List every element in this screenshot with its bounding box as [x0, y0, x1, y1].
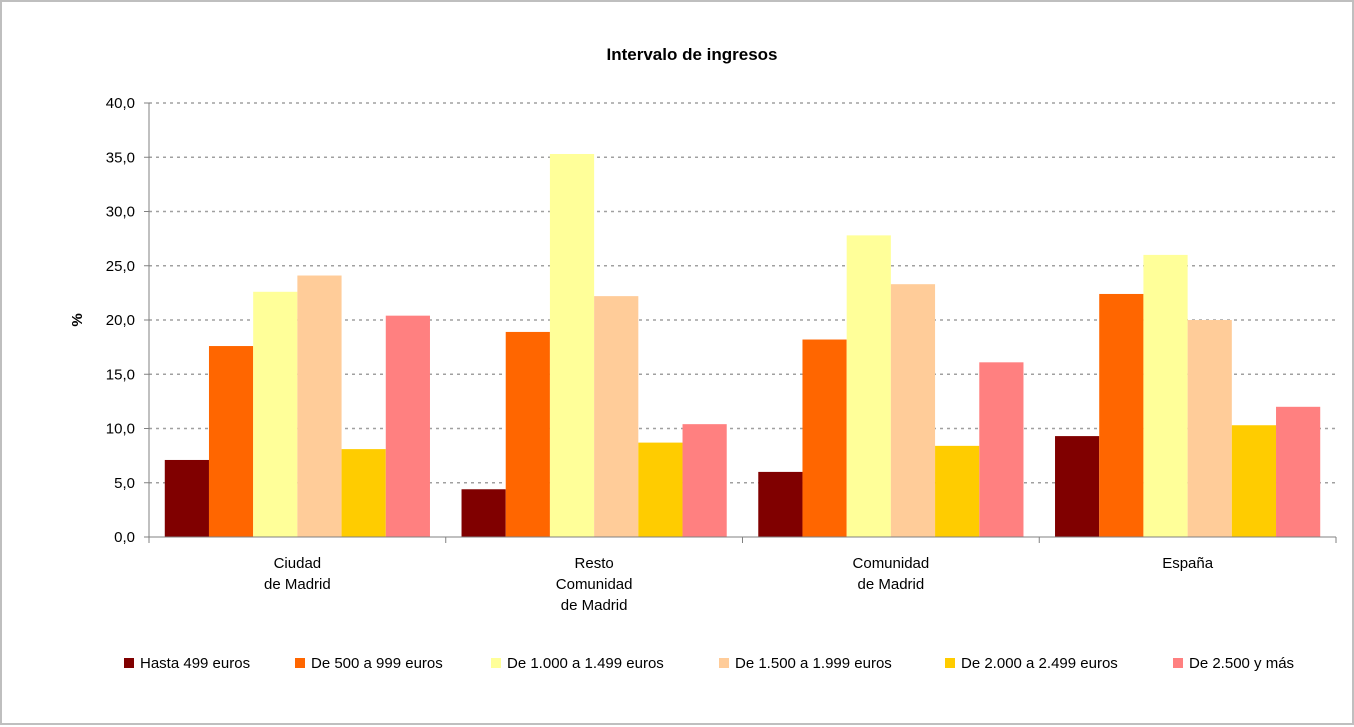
bar [1099, 293, 1144, 537]
y-tick-label: 40,0 [106, 95, 135, 112]
y-tick-label: 0,0 [114, 529, 135, 546]
legend-label: De 1.500 a 1.999 euros [735, 655, 892, 672]
bar [505, 331, 550, 537]
bar [1276, 406, 1321, 537]
category-label-line: de Madrid [561, 597, 628, 614]
category-label-line: de Madrid [858, 576, 925, 593]
category-label: Resto Comunidad de Madrid [556, 555, 633, 614]
bar [638, 442, 683, 537]
bar [341, 449, 386, 537]
legend-item: De 1.000 a 1.499 euros [491, 655, 664, 672]
bar [1055, 436, 1100, 537]
bar [846, 235, 891, 537]
y-tick-label: 30,0 [106, 204, 135, 221]
bar [1143, 254, 1188, 537]
y-tick-label: 35,0 [106, 149, 135, 166]
y-axis-label: % [69, 313, 86, 326]
category-label-line: Comunidad [853, 555, 930, 572]
bar [979, 362, 1024, 537]
bar [208, 346, 254, 537]
bar [1231, 425, 1277, 537]
bar [461, 489, 506, 537]
legend-swatch [945, 658, 955, 668]
category-label-line: Comunidad [556, 576, 633, 593]
legend-swatch [124, 658, 134, 668]
bar [164, 459, 209, 537]
bar [385, 315, 430, 537]
bar [253, 291, 298, 537]
legend-item: De 500 a 999 euros [295, 655, 443, 672]
legend-label: De 1.000 a 1.499 euros [507, 655, 664, 672]
y-tick-label: 20,0 [106, 312, 135, 329]
bars [164, 153, 1321, 537]
bar [802, 339, 847, 537]
bar [594, 296, 639, 537]
legend-swatch [719, 658, 729, 668]
y-tick-label: 25,0 [106, 258, 135, 275]
category-label: Ciudad de Madrid [264, 555, 331, 593]
category-label-line: Ciudad [274, 555, 322, 572]
category-label: España [1162, 555, 1214, 572]
legend-swatch [1173, 658, 1183, 668]
legend-label: De 500 a 999 euros [311, 655, 443, 672]
legend-label: Hasta 499 euros [140, 655, 250, 672]
chart-title: Intervalo de ingresos [607, 45, 778, 64]
y-tick-label: 10,0 [106, 421, 135, 438]
axes [144, 102, 1337, 543]
legend-item: De 2.500 y más [1173, 655, 1294, 672]
category-label-line: de Madrid [264, 576, 331, 593]
y-tick-label: 5,0 [114, 475, 135, 492]
bar [549, 153, 595, 537]
bar [297, 275, 342, 537]
y-tick-label: 15,0 [106, 366, 135, 383]
legend-item: De 2.000 a 2.499 euros [945, 655, 1118, 672]
bar [1187, 320, 1232, 537]
legend-label: De 2.500 y más [1189, 655, 1294, 672]
legend-item: De 1.500 a 1.999 euros [719, 655, 892, 672]
legend-label: De 2.000 a 2.499 euros [961, 655, 1118, 672]
bar [935, 445, 980, 537]
legend-swatch [295, 658, 305, 668]
category-label: Comunidad de Madrid [853, 555, 930, 593]
bar [758, 471, 803, 537]
bar [682, 424, 727, 537]
bar [890, 284, 936, 537]
y-tick-labels: 0,0 5,0 10,0 15,0 20,0 25,0 30,0 35,0 40,0 [106, 95, 135, 546]
category-label-line: Resto [575, 555, 614, 572]
category-label-line: España [1162, 555, 1214, 572]
legend: Hasta 499 euros De 500 a 999 euros De 1.00… [124, 655, 1294, 672]
legend-swatch [491, 658, 501, 668]
legend-item: Hasta 499 euros [124, 655, 250, 672]
